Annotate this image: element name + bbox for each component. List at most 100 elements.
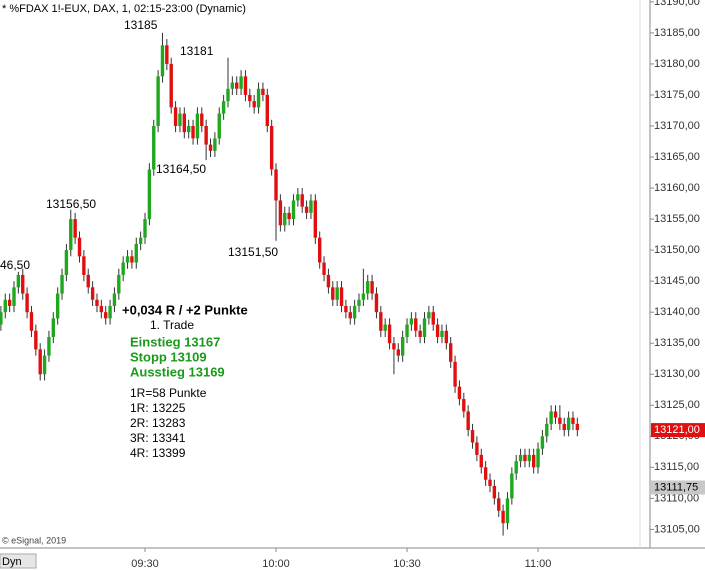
y-tick-label: 13190,00 <box>654 0 700 8</box>
y-tick-label: 13110,00 <box>654 492 699 504</box>
candle-body <box>34 330 38 350</box>
y-tick-label: 13160,00 <box>654 182 700 194</box>
candle-body <box>540 436 545 449</box>
candle-body <box>427 312 431 319</box>
candle-body <box>195 113 200 139</box>
candle-body <box>204 125 208 145</box>
candle-body <box>7 299 12 306</box>
trade-subline: 1. Trade <box>150 318 194 332</box>
candle-body <box>414 318 418 331</box>
candle-body <box>313 200 318 238</box>
x-tick-label: 09:30 <box>131 558 159 570</box>
candle-body <box>536 448 540 468</box>
price-annotation: 13185 <box>124 18 158 32</box>
candle-body <box>173 107 178 126</box>
candle-body <box>317 237 322 263</box>
candle-body <box>99 305 104 313</box>
trade-headline: +0,034 R / +2 Punkte <box>122 302 248 317</box>
candle-body <box>505 498 510 524</box>
candle-body <box>418 330 422 337</box>
copyright: © eSignal, 2019 <box>2 535 66 545</box>
candle-body <box>104 312 108 319</box>
candle-body <box>147 169 152 220</box>
candle-body <box>527 454 532 462</box>
candle-body <box>383 324 387 331</box>
y-tick-label: 13145,00 <box>654 275 700 287</box>
candle-body <box>357 299 361 306</box>
candle-body <box>42 355 47 375</box>
candle-body <box>370 281 374 294</box>
candle-body <box>488 479 492 486</box>
trade-target: 3R: 13341 <box>130 431 186 445</box>
candle-body <box>226 88 230 102</box>
candle-body <box>396 349 400 356</box>
trade-signal: Einstieg 13167 <box>130 334 220 349</box>
candle-body <box>200 113 204 126</box>
candle-body <box>86 274 90 288</box>
candle-body <box>156 76 160 126</box>
price-annotation: 13151,50 <box>228 245 278 259</box>
price-marker <box>651 423 705 438</box>
y-tick-label: 13105,00 <box>654 523 700 535</box>
candle-body <box>169 63 173 108</box>
candle-body <box>453 361 457 387</box>
candle-body <box>475 442 479 455</box>
candle-body <box>553 411 558 418</box>
price-annotation: 13164,50 <box>156 162 206 176</box>
candle-body <box>117 274 121 294</box>
price-marker-label: 13111,75 <box>654 481 698 493</box>
candle-body <box>77 237 82 257</box>
x-tick-label: 10:00 <box>262 558 290 570</box>
candle-body <box>213 138 217 151</box>
y-tick-label: 13165,00 <box>654 151 700 163</box>
candle-body <box>248 94 252 102</box>
candle-body <box>256 88 261 108</box>
candle-body <box>566 417 571 431</box>
candle-body <box>322 262 326 275</box>
x-tick-label: 11:00 <box>525 558 552 570</box>
candle-body <box>571 417 575 424</box>
candle-body <box>287 212 291 220</box>
candle-body <box>510 473 514 499</box>
candle-body <box>0 312 3 325</box>
y-tick-label: 13125,00 <box>654 399 700 411</box>
candle-body <box>558 417 562 424</box>
y-tick-label: 13155,00 <box>654 213 700 225</box>
mode-button[interactable] <box>0 553 37 569</box>
y-tick-label: 13140,00 <box>654 306 700 318</box>
candle-body <box>309 200 313 213</box>
candle-body <box>409 318 414 325</box>
candle-body <box>331 287 335 300</box>
candle-body <box>514 461 518 474</box>
candle-body <box>387 324 392 344</box>
candle-body <box>51 318 56 337</box>
trade-signal: Stopp 13109 <box>130 349 207 364</box>
candle-body <box>278 200 283 226</box>
candle-body <box>304 206 309 213</box>
candle-body <box>531 454 536 468</box>
candle-body <box>562 423 566 431</box>
candle-body <box>112 293 117 306</box>
candle-body <box>191 125 195 139</box>
trade-target: 1R: 13225 <box>130 401 186 415</box>
candle-body <box>344 305 348 313</box>
candle-body <box>435 324 440 337</box>
candle-body <box>405 324 409 337</box>
candle-body <box>60 274 64 294</box>
mode-label[interactable]: Dyn <box>2 556 22 568</box>
trade-signal: Ausstieg 13169 <box>130 364 225 379</box>
candle-body <box>379 312 383 331</box>
candle-body <box>545 423 549 437</box>
candle-body <box>326 274 331 288</box>
candle-body <box>431 312 435 325</box>
candle-body <box>143 219 147 238</box>
candle-body <box>230 82 235 89</box>
candle-body <box>575 423 580 431</box>
candle-body <box>182 113 187 133</box>
candle-body <box>501 510 505 524</box>
candle-body <box>483 467 488 480</box>
y-tick-label: 13185,00 <box>654 27 700 39</box>
candle-body <box>243 76 248 95</box>
candle-body <box>221 101 226 114</box>
